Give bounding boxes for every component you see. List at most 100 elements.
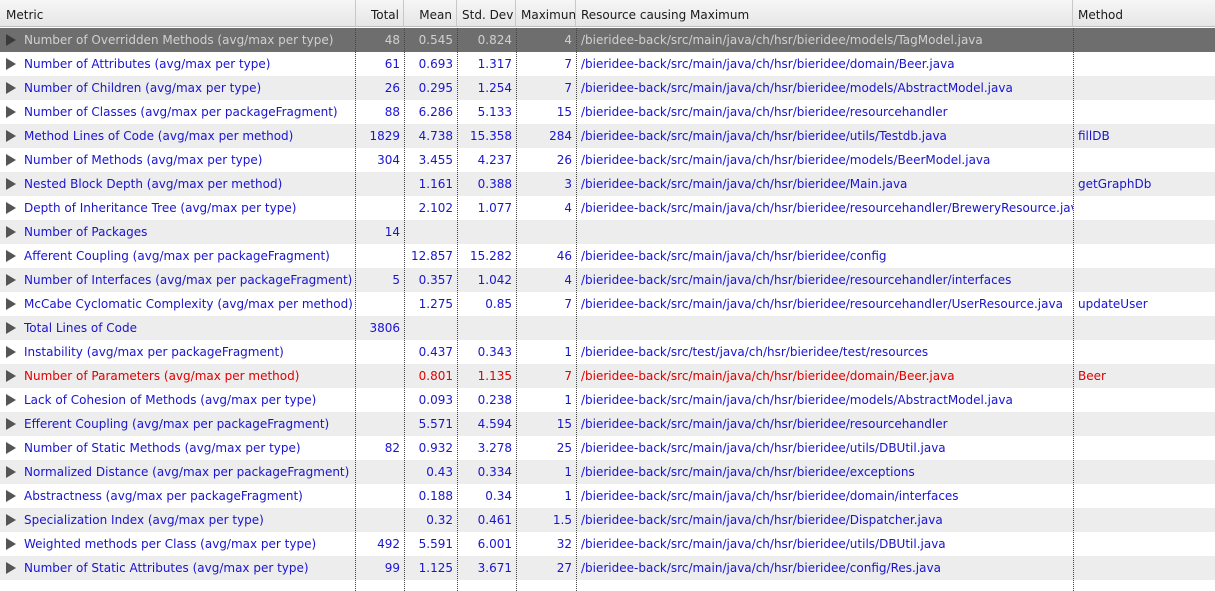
- mean-value: 12.857: [411, 249, 453, 263]
- table-row[interactable]: Total Lines of Code 3806: [0, 316, 1215, 340]
- table-row[interactable]: Number of Classes (avg/max per packageFr…: [0, 100, 1215, 124]
- metric-name: Afferent Coupling (avg/max per packageFr…: [24, 249, 330, 263]
- table-header: Metric Total Mean Std. Dev Maximun Resou…: [0, 0, 1215, 27]
- maximum-value: 15: [556, 105, 572, 119]
- expand-arrow-icon[interactable]: [6, 106, 16, 118]
- total-value: 3806: [369, 321, 400, 335]
- expand-arrow-icon[interactable]: [6, 154, 16, 166]
- column-header-std-dev[interactable]: Std. Dev: [458, 0, 516, 26]
- metric-name: Number of Attributes (avg/max per type): [24, 57, 271, 71]
- metric-name: Total Lines of Code: [24, 321, 138, 335]
- table-row[interactable]: Weighted methods per Class (avg/max per …: [0, 532, 1215, 556]
- table-row[interactable]: Number of Static Attributes (avg/max per…: [0, 556, 1215, 580]
- table-row[interactable]: Lack of Cohesion of Methods (avg/max per…: [0, 388, 1215, 412]
- metric-name: Number of Children (avg/max per type): [24, 81, 262, 95]
- expand-arrow-icon[interactable]: [6, 466, 16, 478]
- expand-arrow-icon[interactable]: [6, 418, 16, 430]
- mean-value: 5.591: [418, 537, 453, 551]
- table-row[interactable]: Number of Children (avg/max per type) 26 0…: [0, 76, 1215, 100]
- table-row[interactable]: Number of Parameters (avg/max per method…: [0, 364, 1215, 388]
- table-row[interactable]: Number of Static Methods (avg/max per ty…: [0, 436, 1215, 460]
- column-header-metric[interactable]: Metric: [0, 0, 356, 26]
- expand-arrow-icon[interactable]: [6, 514, 16, 526]
- column-header-resource[interactable]: Resource causing Maximum: [577, 0, 1073, 26]
- method-name: [1074, 100, 1215, 124]
- table-row[interactable]: Number of Interfaces (avg/max per packag…: [0, 268, 1215, 292]
- expand-arrow-icon[interactable]: [6, 490, 16, 502]
- table-row[interactable]: Instability (avg/max per packageFragment…: [0, 340, 1215, 364]
- mean-value: 0.545: [418, 33, 453, 47]
- table-row[interactable]: Afferent Coupling (avg/max per packageFr…: [0, 244, 1215, 268]
- expand-arrow-icon[interactable]: [6, 130, 16, 142]
- mean-value: 0.357: [418, 273, 453, 287]
- expand-arrow-icon[interactable]: [6, 298, 16, 310]
- expand-arrow-icon[interactable]: [6, 82, 16, 94]
- table-row[interactable]: Number of Packages 14: [0, 220, 1215, 244]
- expand-arrow-icon[interactable]: [6, 562, 16, 574]
- total-value: [356, 460, 404, 484]
- expand-arrow-icon[interactable]: [6, 538, 16, 550]
- total-value: 304: [377, 153, 400, 167]
- table-row[interactable]: Efferent Coupling (avg/max per packageFr…: [0, 412, 1215, 436]
- column-header-mean[interactable]: Mean: [405, 0, 457, 26]
- std-dev-value: 0.334: [477, 465, 512, 479]
- expand-arrow-icon[interactable]: [6, 370, 16, 382]
- resource-path: /bieridee-back/src/main/java/ch/hsr/bier…: [581, 297, 1063, 311]
- column-header-total[interactable]: Total: [356, 0, 404, 26]
- method-name: Beer: [1078, 369, 1106, 383]
- resource-path: /bieridee-back/src/main/java/ch/hsr/bier…: [581, 393, 1013, 407]
- method-name: [1074, 484, 1215, 508]
- std-dev-value: 1.077: [477, 201, 512, 215]
- std-dev-value: [458, 316, 516, 340]
- table-row[interactable]: Depth of Inheritance Tree (avg/max per t…: [0, 196, 1215, 220]
- expand-arrow-icon[interactable]: [6, 202, 16, 214]
- metric-name: Instability (avg/max per packageFragment…: [24, 345, 284, 359]
- maximum-value: 1: [564, 393, 572, 407]
- column-header-maximum[interactable]: Maximun: [517, 0, 576, 26]
- mean-value: 0.188: [418, 489, 453, 503]
- method-name: [1074, 316, 1215, 340]
- expand-arrow-icon[interactable]: [6, 274, 16, 286]
- table-row[interactable]: Method Lines of Code (avg/max per method…: [0, 124, 1215, 148]
- resource-path: /bieridee-back/src/test/java/ch/hsr/bier…: [581, 345, 929, 359]
- table-row[interactable]: Number of Overridden Methods (avg/max pe…: [0, 28, 1215, 52]
- mean-value: 0.32: [426, 513, 453, 527]
- maximum-value: 15: [556, 417, 572, 431]
- method-name: [1074, 412, 1215, 436]
- total-value: [356, 172, 404, 196]
- column-header-method[interactable]: Method: [1078, 8, 1124, 22]
- total-value: [356, 292, 404, 316]
- maximum-value: 1: [564, 345, 572, 359]
- expand-arrow-icon[interactable]: [6, 250, 16, 262]
- metric-name: Method Lines of Code (avg/max per method…: [24, 129, 294, 143]
- table-row[interactable]: Nested Block Depth (avg/max per method) 1…: [0, 172, 1215, 196]
- table-row[interactable]: Number of Attributes (avg/max per type) 6…: [0, 52, 1215, 76]
- method-name: [1074, 196, 1215, 220]
- std-dev-value: 0.824: [477, 33, 512, 47]
- resource-path: /bieridee-back/src/main/java/ch/hsr/bier…: [581, 57, 955, 71]
- expand-arrow-icon[interactable]: [6, 442, 16, 454]
- mean-value: 5.571: [418, 417, 453, 431]
- table-row[interactable]: Number of Methods (avg/max per type) 304 3…: [0, 148, 1215, 172]
- table-row[interactable]: Specialization Index (avg/max per type) 0…: [0, 508, 1215, 532]
- table-row[interactable]: Abstractness (avg/max per packageFragmen…: [0, 484, 1215, 508]
- mean-value: 4.738: [418, 129, 453, 143]
- expand-arrow-icon[interactable]: [6, 34, 16, 46]
- method-name: [1074, 508, 1215, 532]
- std-dev-value: 3.671: [477, 561, 512, 575]
- total-value: 1829: [369, 129, 400, 143]
- expand-arrow-icon[interactable]: [6, 226, 16, 238]
- expand-arrow-icon[interactable]: [6, 394, 16, 406]
- expand-arrow-icon[interactable]: [6, 58, 16, 70]
- maximum-value: 4: [564, 201, 572, 215]
- expand-arrow-icon[interactable]: [6, 322, 16, 334]
- resource-path: /bieridee-back/src/main/java/ch/hsr/bier…: [581, 417, 948, 431]
- expand-arrow-icon[interactable]: [6, 346, 16, 358]
- std-dev-value: 4.237: [477, 153, 512, 167]
- table-row[interactable]: McCabe Cyclomatic Complexity (avg/max pe…: [0, 292, 1215, 316]
- std-dev-value: 3.278: [477, 441, 512, 455]
- table-row[interactable]: Normalized Distance (avg/max per package…: [0, 460, 1215, 484]
- metric-name: Number of Static Attributes (avg/max per…: [24, 561, 309, 575]
- expand-arrow-icon[interactable]: [6, 178, 16, 190]
- column-divider: [457, 28, 458, 591]
